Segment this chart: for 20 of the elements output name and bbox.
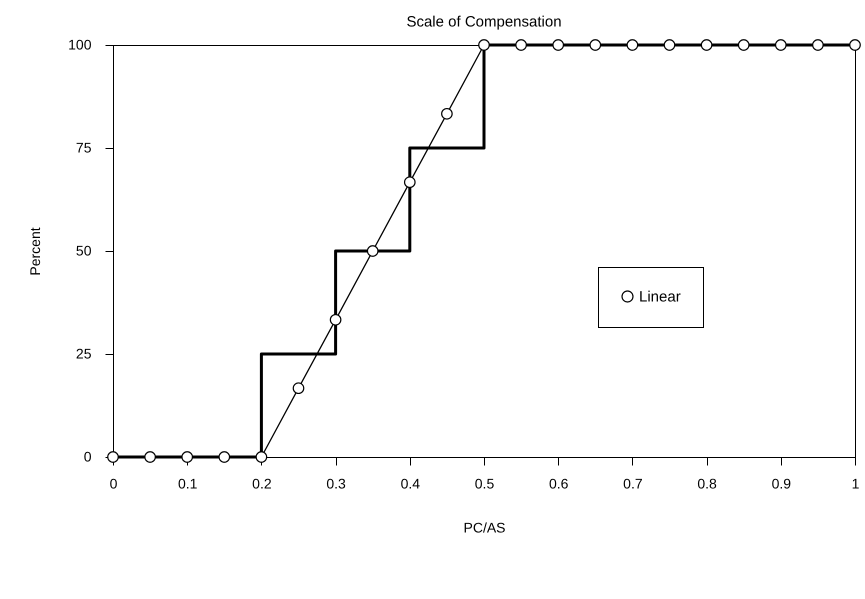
y-tick-label: 100	[68, 36, 92, 52]
x-tick-label: 0.7	[623, 476, 643, 492]
x-tick-label: 0.2	[252, 476, 272, 492]
x-axis-title: PC/AS	[463, 520, 506, 536]
legend-label: Linear	[639, 288, 681, 306]
x-tick-label: 0.5	[474, 476, 494, 492]
x-tick-label: 1	[852, 476, 860, 492]
x-tick-label: 0.8	[697, 476, 718, 492]
x-tick-label: 0.9	[772, 476, 792, 492]
x-tick-label: 0.3	[326, 476, 346, 492]
x-tick-label: 0.1	[178, 476, 198, 492]
x-tick-label: 0	[110, 476, 118, 492]
y-tick-label: 0	[84, 448, 92, 464]
y-tick-label: 75	[76, 140, 92, 156]
y-axis-title: Percent	[27, 227, 44, 276]
x-tick-label: 0.4	[400, 476, 420, 492]
y-tick-label: 25	[76, 346, 92, 362]
x-tick-label: 0.6	[548, 476, 569, 492]
y-tick-label: 50	[76, 242, 92, 258]
chart-title: Scale of Compensation	[406, 13, 562, 30]
